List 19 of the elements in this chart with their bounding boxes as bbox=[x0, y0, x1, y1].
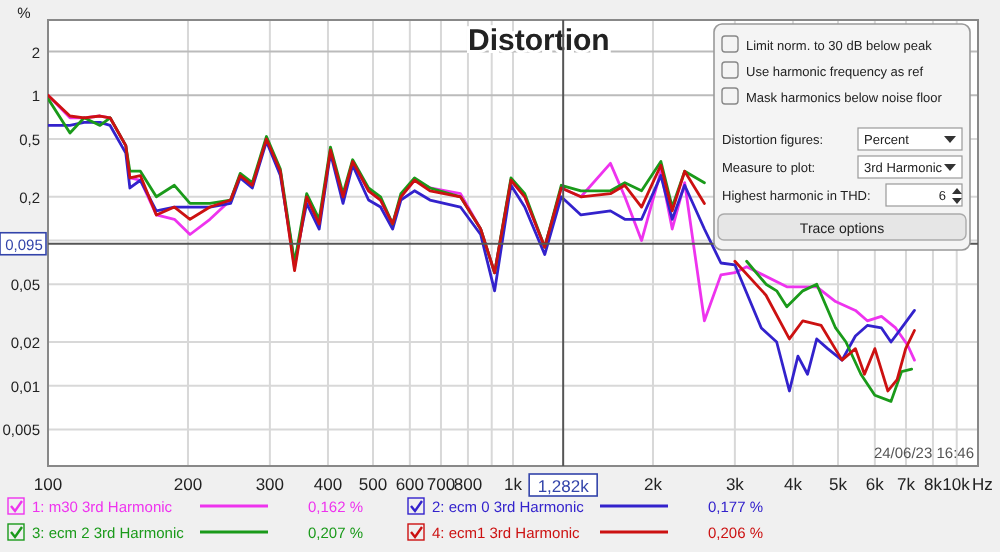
x-tick-label: 700 bbox=[426, 474, 456, 494]
x-tick-label: 400 bbox=[313, 474, 343, 494]
x-tick-label: 600 bbox=[395, 474, 425, 494]
x-tick-label: 7k bbox=[896, 474, 917, 494]
x-tick-label: 2k bbox=[643, 474, 664, 494]
x-tick-label: 300 bbox=[255, 474, 285, 494]
x-tick-label: 6k bbox=[865, 474, 886, 494]
x-tick-label: 100 bbox=[33, 474, 63, 494]
ref-line-label: 1,282k bbox=[537, 476, 591, 496]
x-tick-label: 4k bbox=[783, 474, 804, 494]
x-tick-label: 500 bbox=[358, 474, 388, 494]
x-tick-label: 5k bbox=[829, 474, 849, 494]
x-tick-label: 200 bbox=[173, 474, 203, 494]
x-tick-label: 10k bbox=[942, 474, 972, 494]
x-tick-label: 8k bbox=[923, 474, 944, 494]
x-axis-title: Hz bbox=[972, 474, 993, 494]
x-tick-label: 1k bbox=[504, 474, 524, 494]
x-tick-label: 3k bbox=[725, 474, 746, 494]
x-tick-label: 800 bbox=[453, 474, 483, 494]
